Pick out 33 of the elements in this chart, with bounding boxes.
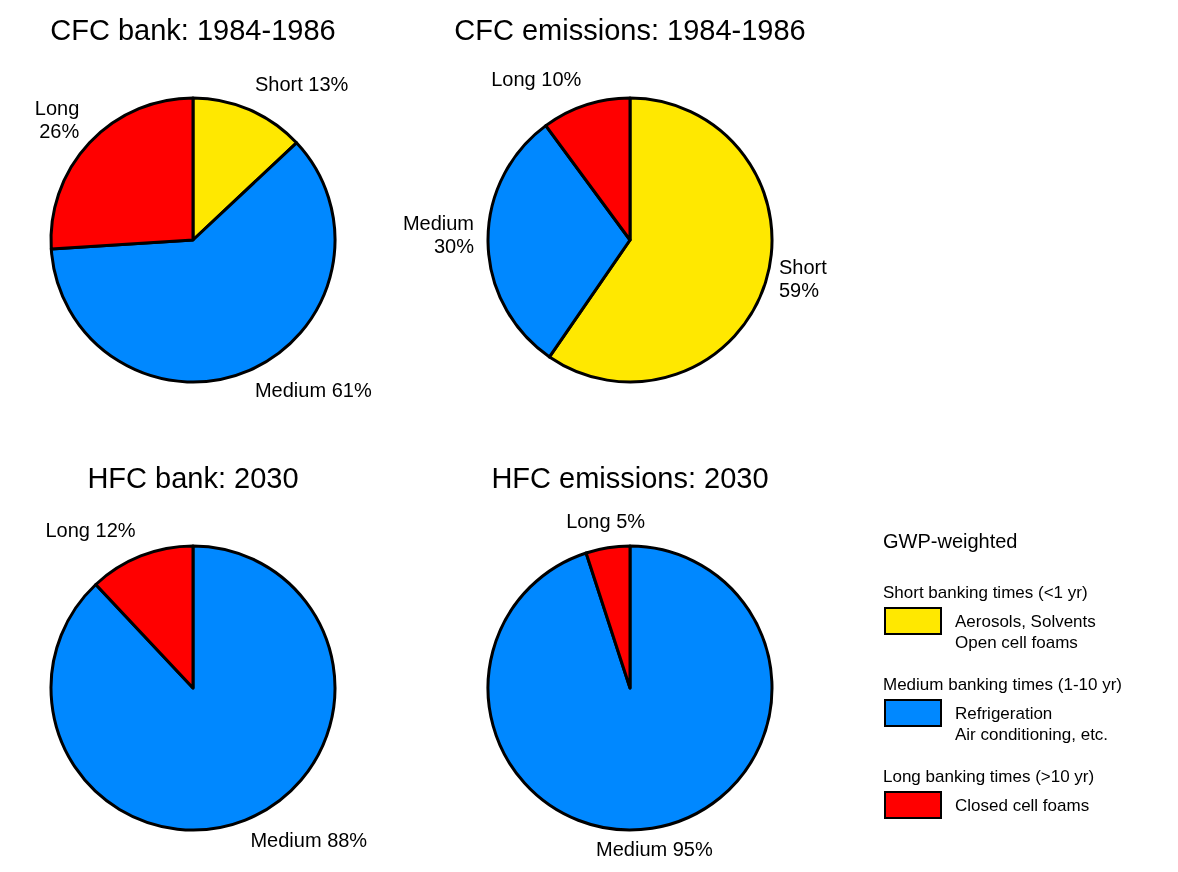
text: GWP-weighted [883, 530, 1018, 552]
chart-title: HFC bank: 2030 [87, 462, 299, 494]
pie-slice [486, 544, 774, 832]
data-label: 26% [39, 120, 80, 143]
slice-label: Medium [596, 838, 668, 861]
data-label: 12% [95, 518, 136, 541]
data-label: 95% [672, 838, 713, 861]
data-label: 13% [308, 72, 349, 95]
chart-title: CFC bank: 1984-1986 [50, 14, 336, 46]
slice-label: Short [254, 72, 303, 95]
slice-label: Medium [250, 829, 322, 852]
text: Short banking times (<1 yr) [883, 583, 1088, 602]
slice-label: Medium [402, 212, 475, 235]
data-label: 30% [433, 235, 475, 258]
text: Medium banking times (1-10 yr) [883, 675, 1123, 694]
text: Refrigeration Air conditioning, etc. [955, 704, 1109, 744]
text: Closed cell foams [955, 796, 1090, 815]
data-label: 61% [331, 379, 372, 402]
slice-label: Long [34, 97, 80, 120]
text: Long banking times (>10 yr) [883, 767, 1095, 786]
data-label: 59% [778, 279, 820, 302]
slice-label: Long [491, 67, 536, 90]
slice-label: Short [778, 256, 828, 279]
chart-title: HFC emissions: 2030 [491, 462, 769, 494]
text: Aerosols, Solvents Open cell foams [955, 612, 1096, 652]
data-label: 5% [616, 509, 646, 532]
slice-label: Long [566, 509, 611, 532]
slice-label: Long [45, 518, 90, 541]
data-label: 88% [327, 829, 368, 852]
slice-label: Medium [254, 379, 327, 402]
chart-title: CFC emissions: 1984-1986 [454, 14, 806, 46]
data-label: 10% [541, 67, 582, 90]
pie-slice [49, 544, 337, 832]
